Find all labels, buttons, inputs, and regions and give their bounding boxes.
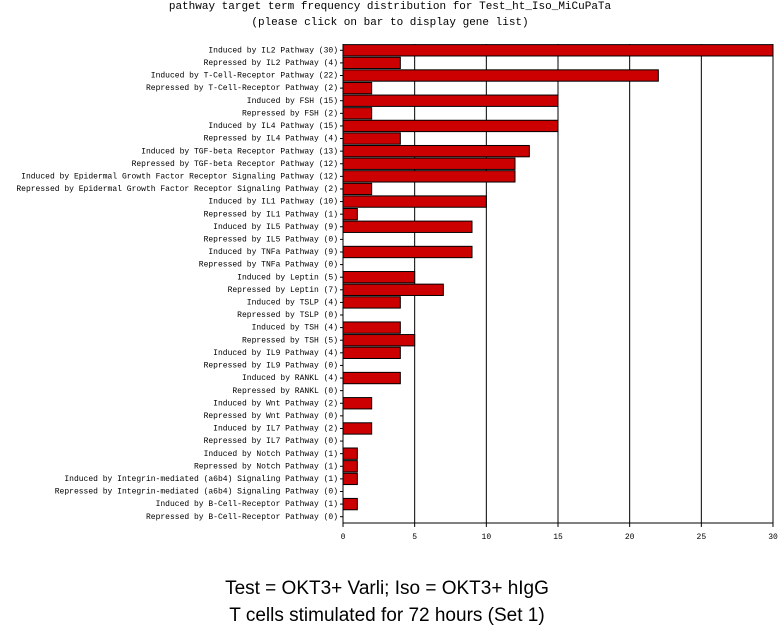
- bar[interactable]: [342, 460, 358, 473]
- y-tick-label: Induced by IL1 Pathway (10): [208, 198, 338, 207]
- y-tick-label: Repressed by IL2 Pathway (4): [204, 59, 338, 68]
- y-tick-label: Repressed by TNFa Pathway (0): [199, 261, 338, 270]
- y-tick-label: Induced by TSH (4): [252, 324, 338, 333]
- y-tick-label: Repressed by B-Cell-Receptor Pathway (0): [146, 513, 338, 522]
- bar[interactable]: [342, 397, 373, 410]
- x-tick-label: 25: [697, 533, 707, 542]
- y-tick-label: Induced by IL7 Pathway (2): [213, 425, 338, 434]
- y-tick-label: Repressed by Wnt Pathway (0): [204, 412, 338, 421]
- y-tick-label: Induced by TNFa Pathway (9): [208, 248, 338, 257]
- bar[interactable]: [342, 107, 373, 120]
- bar[interactable]: [342, 119, 559, 133]
- y-tick-label: Repressed by Epidermal Growth Factor Rec…: [16, 185, 338, 194]
- x-tick-label: 0: [341, 533, 346, 542]
- bar[interactable]: [342, 94, 559, 107]
- bar[interactable]: [342, 69, 659, 82]
- y-tick-label: Induced by Epidermal Growth Factor Recep…: [21, 172, 338, 181]
- y-tick-label: Induced by TGF-beta Receptor Pathway (13…: [141, 147, 338, 156]
- y-tick-label: Repressed by IL7 Pathway (0): [204, 437, 338, 446]
- chart-subtitle: (please click on bar to display gene lis…: [251, 17, 528, 29]
- bar[interactable]: [342, 447, 358, 460]
- bar[interactable]: [342, 207, 358, 221]
- y-tick-label: Induced by T-Cell-Receptor Pathway (22): [151, 72, 338, 81]
- y-tick-label: Induced by Integrin-mediated (a6b4) Sign…: [64, 475, 338, 484]
- y-tick-label: Repressed by FSH (2): [242, 109, 338, 118]
- x-tick-label: 10: [482, 533, 492, 542]
- x-tick-label: 15: [553, 533, 563, 542]
- bar[interactable]: [342, 472, 358, 486]
- y-tick-label: Repressed by IL5 Pathway (0): [204, 235, 338, 244]
- bar[interactable]: [342, 220, 473, 233]
- x-tick-label: 5: [412, 533, 417, 542]
- bar[interactable]: [342, 195, 487, 208]
- y-tick-label: Induced by IL5 Pathway (9): [213, 223, 338, 232]
- y-tick-label: Induced by RANKL (4): [242, 374, 338, 383]
- bar[interactable]: [342, 144, 530, 158]
- y-tick-label: Induced by Leptin (5): [237, 273, 338, 282]
- bar[interactable]: [342, 44, 774, 57]
- bar[interactable]: [342, 245, 473, 259]
- caption-line: Test = OKT3+ Varli; Iso = OKT3+ hIgG: [225, 578, 549, 599]
- y-tick-label: Induced by B-Cell-Receptor Pathway (1): [156, 500, 338, 509]
- y-tick-label: Induced by IL2 Pathway (30): [208, 46, 338, 55]
- bar[interactable]: [342, 81, 373, 95]
- y-tick-label: Repressed by TGF-beta Receptor Pathway (…: [132, 160, 338, 169]
- y-tick-label: Repressed by TSLP (0): [237, 311, 338, 320]
- chart-title: pathway target term frequency distributi…: [169, 1, 612, 13]
- y-tick-label: Repressed by IL4 Pathway (4): [204, 135, 338, 144]
- bar[interactable]: [342, 422, 373, 435]
- y-tick-label: Repressed by RANKL (0): [232, 387, 338, 396]
- y-tick-label: Induced by FSH (15): [247, 97, 338, 106]
- bar[interactable]: [342, 346, 401, 360]
- y-tick-label: Repressed by Notch Pathway (1): [194, 462, 338, 471]
- caption-line: T cells stimulated for 72 hours (Set 1): [229, 605, 544, 626]
- bar[interactable]: [342, 157, 516, 170]
- y-tick-label: Repressed by Leptin (7): [228, 286, 338, 295]
- y-tick-label: Repressed by IL9 Pathway (0): [204, 362, 338, 371]
- bar[interactable]: [342, 371, 401, 385]
- y-tick-label: Induced by Notch Pathway (1): [204, 450, 338, 459]
- bar[interactable]: [342, 182, 373, 196]
- y-tick-label: Induced by IL4 Pathway (15): [208, 122, 338, 131]
- y-tick-label: Induced by IL9 Pathway (4): [213, 349, 338, 358]
- bar[interactable]: [342, 271, 416, 284]
- y-tick-label: Repressed by IL1 Pathway (1): [204, 210, 338, 219]
- x-tick-label: 30: [768, 533, 778, 542]
- bar[interactable]: [342, 334, 416, 347]
- y-tick-label: Induced by TSLP (4): [247, 299, 338, 308]
- y-tick-label: Repressed by T-Cell-Receptor Pathway (2): [146, 84, 338, 93]
- bar[interactable]: [342, 321, 401, 334]
- y-tick-label: Induced by Wnt Pathway (2): [213, 399, 338, 408]
- y-tick-label: Repressed by TSH (5): [242, 336, 338, 345]
- bar[interactable]: [342, 132, 401, 145]
- bar[interactable]: [342, 170, 516, 183]
- bar[interactable]: [342, 296, 401, 309]
- y-tick-label: Repressed by Integrin-mediated (a6b4) Si…: [55, 488, 338, 497]
- bar[interactable]: [342, 497, 358, 511]
- bar[interactable]: [342, 283, 444, 296]
- bar[interactable]: [342, 56, 401, 70]
- x-tick-label: 20: [625, 533, 635, 542]
